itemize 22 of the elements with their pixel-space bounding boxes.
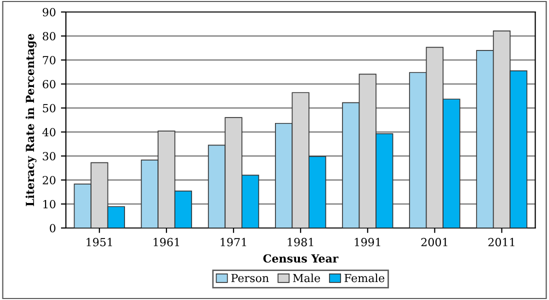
y-axis-title: Literacy Rate in Percentage xyxy=(26,34,36,206)
x-tick-label: 2011 xyxy=(488,238,514,246)
y-tick-label: 10 xyxy=(43,200,56,208)
legend-label: Person xyxy=(231,274,269,282)
y-tick-label: 90 xyxy=(42,8,56,16)
x-tick-label: 1971 xyxy=(220,238,246,246)
y-tick-label: 30 xyxy=(42,152,56,160)
x-tick-label: 2001 xyxy=(421,238,448,246)
y-tick-label: 50 xyxy=(42,104,56,112)
x-tick-label: 1991 xyxy=(354,238,380,246)
y-tick-label: 20 xyxy=(42,176,56,184)
x-axis-title: Census Year xyxy=(263,254,338,263)
legend-label: Male xyxy=(293,274,320,282)
y-tick-label: 60 xyxy=(42,80,56,88)
y-tick-label: 40 xyxy=(42,128,56,136)
x-tick-label: 1961 xyxy=(154,238,180,246)
y-tick-label: 0 xyxy=(50,224,56,232)
legend-label: Female xyxy=(344,274,384,282)
x-tick-label: 1981 xyxy=(288,238,314,246)
y-tick-label: 80 xyxy=(42,32,56,40)
y-tick-label: 70 xyxy=(42,56,56,64)
x-tick-label: 1951 xyxy=(86,238,112,246)
